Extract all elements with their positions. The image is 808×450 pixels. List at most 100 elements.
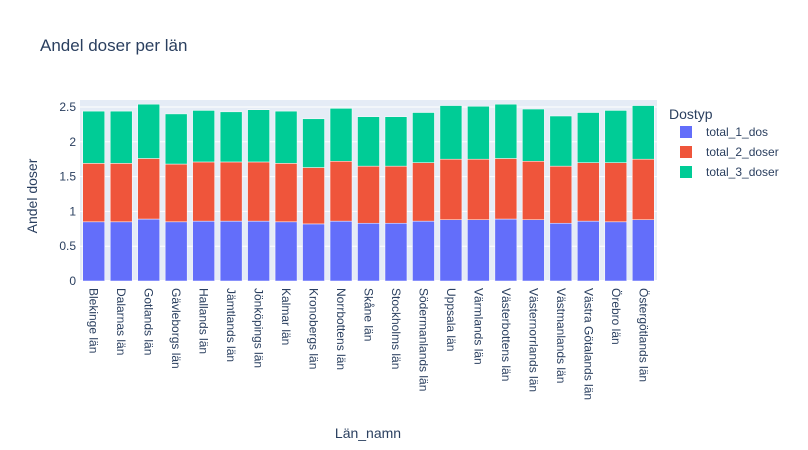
bar-total_1_dos-16[interactable]: [522, 219, 545, 282]
legend-title: Dostyp: [669, 106, 713, 122]
x-axis-ticks: Blekinge län Dalarnas län Gotlands län Gävl…: [87, 288, 651, 400]
x-tick-label: Kalmar län: [279, 288, 293, 345]
x-tick-label: Norrbottens län: [334, 288, 348, 370]
bar-total_3_doser-2[interactable]: [137, 103, 160, 159]
legend-label-total_3_doser[interactable]: total_3_doser: [706, 165, 779, 179]
bar-total_1_dos-10[interactable]: [357, 222, 380, 282]
bar-total_1_dos-14[interactable]: [467, 219, 490, 282]
bar-total_2_doser-9[interactable]: [329, 161, 353, 222]
legend-label-total_1_dos[interactable]: total_1_dos: [706, 125, 768, 139]
bar-total_1_dos-3[interactable]: [164, 221, 188, 282]
bar-total_3_doser-4[interactable]: [192, 110, 215, 163]
bar-total_2_doser-20[interactable]: [632, 158, 655, 220]
bar-total_2_doser-6[interactable]: [247, 161, 270, 222]
bars: [82, 103, 655, 282]
legend-swatch-total_1_dos[interactable]: [680, 126, 692, 138]
bar-total_3_doser-3[interactable]: [164, 113, 188, 165]
x-tick-label: Värmlands län: [471, 288, 485, 365]
bar-total_3_doser-13[interactable]: [439, 105, 463, 160]
y-tick-label: 0.5: [59, 239, 76, 253]
legend[interactable]: Dostyp total_1_dos total_2_doser total_3_d…: [669, 106, 779, 179]
bar-total_2_doser-13[interactable]: [439, 158, 463, 220]
bar-total_1_dos-15[interactable]: [494, 218, 518, 282]
bar-total_2_doser-15[interactable]: [494, 158, 518, 220]
x-tick-label: Västra Götalands län: [581, 288, 595, 400]
bar-total_3_doser-19[interactable]: [604, 110, 628, 163]
x-tick-label: Stockholms län: [389, 288, 403, 369]
bar-total_3_doser-7[interactable]: [274, 110, 298, 164]
bar-total_2_doser-18[interactable]: [577, 162, 600, 222]
bar-total_1_dos-11[interactable]: [384, 222, 408, 282]
x-tick-label: Gotlands län: [142, 288, 156, 355]
bar-total_3_doser-8[interactable]: [302, 118, 325, 168]
bar-total_1_dos-1[interactable]: [109, 221, 133, 282]
y-axis-title: Andel doser: [24, 158, 40, 233]
bar-total_2_doser-4[interactable]: [192, 161, 215, 222]
bar-total_1_dos-6[interactable]: [247, 220, 270, 282]
x-tick-label: Södermanlands län: [416, 288, 430, 391]
x-tick-label: Blekinge län: [87, 288, 101, 353]
bar-total_3_doser-10[interactable]: [357, 116, 380, 167]
x-tick-label: Skåne län: [362, 288, 376, 341]
chart-title: Andel doser per län: [40, 36, 187, 55]
bar-total_3_doser-12[interactable]: [412, 112, 435, 163]
bar-total_3_doser-9[interactable]: [329, 108, 353, 162]
bar-total_1_dos-19[interactable]: [604, 221, 628, 282]
bar-total_1_dos-20[interactable]: [632, 219, 655, 282]
x-tick-label: Jämtlands län: [224, 288, 238, 362]
bar-total_2_doser-11[interactable]: [384, 165, 408, 224]
bar-total_2_doser-10[interactable]: [357, 165, 380, 224]
bar-total_3_doser-5[interactable]: [219, 111, 243, 163]
x-tick-label: Uppsala län: [444, 288, 458, 351]
bar-total_2_doser-12[interactable]: [412, 162, 435, 222]
legend-label-total_2_doser[interactable]: total_2_doser: [706, 145, 779, 159]
x-tick-label: Östergötlands län: [636, 288, 650, 382]
bar-total_3_doser-6[interactable]: [247, 109, 270, 163]
legend-swatch-total_3_doser[interactable]: [680, 166, 692, 178]
bar-total_3_doser-0[interactable]: [82, 110, 105, 164]
bar-total_2_doser-19[interactable]: [604, 162, 628, 223]
bar-total_1_dos-13[interactable]: [439, 219, 463, 282]
bar-total_2_doser-0[interactable]: [82, 163, 105, 223]
bar-total_2_doser-3[interactable]: [164, 163, 188, 223]
y-tick-label: 2.5: [59, 100, 76, 114]
y-axis-ticks: 0 0.5 1 1.5 2 2.5: [59, 100, 76, 288]
bar-total_3_doser-18[interactable]: [577, 112, 600, 163]
bar-total_1_dos-5[interactable]: [219, 220, 243, 282]
y-tick-label: 1: [69, 204, 76, 218]
bar-total_3_doser-14[interactable]: [467, 106, 490, 160]
bar-total_3_doser-17[interactable]: [549, 115, 573, 167]
bar-total_2_doser-14[interactable]: [467, 158, 490, 220]
bar-total_2_doser-8[interactable]: [302, 167, 325, 225]
bar-total_2_doser-5[interactable]: [219, 161, 243, 222]
bar-total_1_dos-18[interactable]: [577, 220, 600, 282]
bar-total_3_doser-11[interactable]: [384, 116, 408, 167]
bar-total_1_dos-17[interactable]: [549, 222, 573, 282]
bar-total_1_dos-0[interactable]: [82, 221, 105, 282]
bar-total_3_doser-1[interactable]: [109, 110, 133, 164]
y-tick-label: 0: [69, 274, 76, 288]
bar-total_1_dos-12[interactable]: [412, 220, 435, 282]
bar-total_3_doser-20[interactable]: [632, 105, 655, 160]
bar-total_2_doser-1[interactable]: [109, 163, 133, 223]
bar-total_2_doser-2[interactable]: [137, 158, 160, 220]
bar-total_1_dos-9[interactable]: [329, 220, 353, 282]
bar-total_1_dos-2[interactable]: [137, 218, 160, 282]
bar-total_2_doser-7[interactable]: [274, 163, 298, 223]
bar-total_2_doser-17[interactable]: [549, 165, 573, 224]
x-tick-label: Gävleborgs län: [169, 288, 183, 369]
bar-total_2_doser-16[interactable]: [522, 161, 545, 220]
x-tick-label: Jönköpings län: [252, 288, 266, 368]
x-tick-label: Kronobergs län: [307, 288, 321, 369]
bar-total_1_dos-8[interactable]: [302, 223, 325, 282]
bar-total_1_dos-7[interactable]: [274, 221, 298, 282]
bar-total_3_doser-16[interactable]: [522, 108, 545, 162]
x-tick-label: Örebro län: [609, 288, 623, 345]
bar-total_1_dos-4[interactable]: [192, 220, 215, 282]
x-axis-title: Län_namn: [335, 425, 401, 441]
legend-swatch-total_2_doser[interactable]: [680, 146, 692, 158]
y-tick-label: 1.5: [59, 170, 76, 184]
bar-total_3_doser-15[interactable]: [494, 103, 518, 159]
